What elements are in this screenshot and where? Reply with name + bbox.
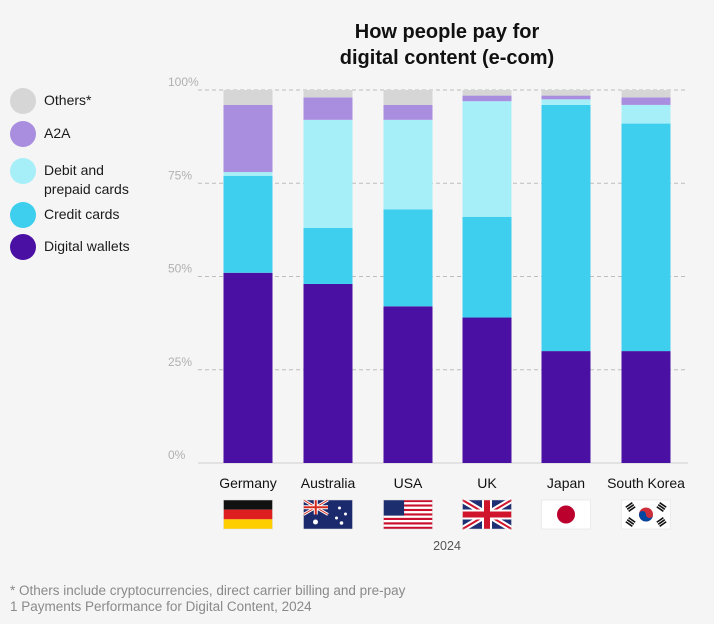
x-tick-label: South Korea: [607, 475, 685, 491]
bar-segment: [462, 216, 512, 318]
bar-segment: [462, 101, 512, 217]
usa-flag: [383, 499, 433, 530]
bar-segment: [541, 95, 591, 100]
bar-segment: [303, 97, 353, 120]
bar-segment: [621, 351, 671, 463]
y-tick-label: 50%: [168, 262, 192, 276]
legend-item: Others*: [10, 88, 91, 114]
x-tick-label: Japan: [547, 475, 585, 491]
legend-swatch: [10, 202, 36, 228]
x-tick-label: Australia: [301, 475, 356, 491]
bar-segment: [223, 90, 273, 105]
chart-title-line1: How people pay for: [355, 21, 540, 43]
australia-flag: [302, 498, 353, 530]
legend-item: Digital wallets: [10, 234, 130, 260]
bar-segment: [541, 99, 591, 105]
legend-swatch: [10, 88, 36, 114]
y-tick-label: 25%: [168, 355, 192, 369]
bar-segment: [223, 172, 273, 176]
bar-segment: [462, 90, 512, 96]
footnote-others: * Others include cryptocurrencies, direc…: [10, 583, 406, 598]
bar-segment: [621, 123, 671, 352]
bar-segment: [621, 104, 671, 124]
bar-segment: [223, 272, 273, 463]
bar-segment: [303, 90, 353, 98]
legend-label: Credit cards: [44, 206, 120, 222]
legend-label: Others*: [44, 92, 92, 108]
footnote-source: 1 Payments Performance for Digital Conte…: [10, 599, 312, 614]
bar-segment: [383, 104, 433, 120]
bar-segment: [223, 104, 273, 173]
chart-title-line2: digital content (e-com): [340, 47, 554, 69]
legend-swatch: [10, 158, 36, 184]
legend-label: Debit and prepaid cards: [44, 162, 129, 197]
bar-segment: [462, 317, 512, 463]
south-korea-flag: [621, 499, 671, 530]
bar-segment: [223, 175, 273, 273]
bar-segment: [303, 119, 353, 229]
bar-segment: [383, 119, 433, 210]
bar-segment: [541, 351, 591, 463]
bar-segment: [303, 283, 353, 463]
y-tick-label: 75%: [168, 168, 192, 182]
y-tick-label: 100%: [168, 75, 199, 89]
legend-item: Debit and prepaid cards: [10, 158, 129, 199]
y-tick-label: 0%: [168, 448, 186, 462]
germany-flag: [223, 499, 273, 530]
bar-segment: [462, 95, 512, 102]
x-axis-label: 2024: [433, 539, 461, 553]
bar-segment: [541, 104, 591, 352]
bar-segment: [383, 209, 433, 307]
x-tick-label: USA: [394, 475, 423, 491]
japan-flag: [541, 499, 591, 530]
bar-segment: [383, 90, 433, 105]
legend-label: A2A: [44, 125, 71, 141]
legend-swatch: [10, 234, 36, 260]
x-tick-label: UK: [477, 475, 497, 491]
legend-item: Credit cards: [10, 202, 119, 228]
legend-swatch: [10, 121, 36, 147]
legend-label: Digital wallets: [44, 238, 130, 254]
x-tick-label: Germany: [219, 475, 277, 491]
bar-segment: [621, 90, 671, 98]
bar-segment: [621, 97, 671, 105]
bar-segment: [383, 306, 433, 463]
uk-flag: [460, 497, 514, 532]
bar-segment: [303, 228, 353, 284]
bar-segment: [541, 90, 591, 96]
legend-item: A2A: [10, 121, 70, 147]
